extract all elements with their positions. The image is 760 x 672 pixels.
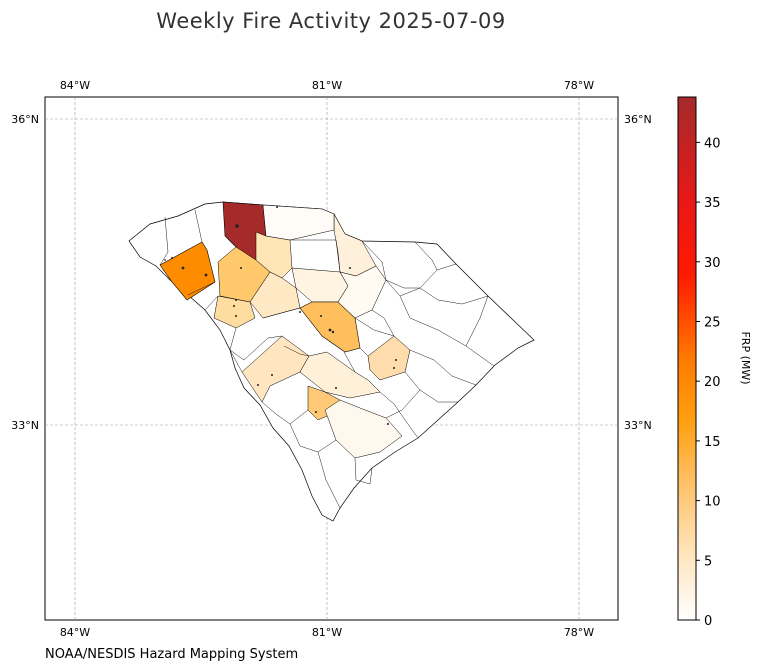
lon-label-bottom-78w: 78°W [564,626,594,639]
colorbar-ticks: 0 5 10 15 20 25 30 35 40 [696,136,721,629]
colorbar-tick-label: 15 [704,435,721,450]
lat-label-right-36n: 36°N [624,113,652,126]
colorbar: 0 5 10 15 20 25 30 35 40 FRP (MW) [677,96,752,629]
county-low-frp-2 [213,295,256,329]
lon-label-top-81w: 81°W [312,79,342,92]
colorbar-label: FRP (MW) [739,331,752,384]
source-credit: NOAA/NESDIS Hazard Mapping System [45,647,299,662]
map-area: 84°W 81°W 78°W 84°W 81°W 78°W 36°N 33°N … [11,79,651,639]
lon-label-top-84w: 84°W [60,79,90,92]
colorbar-tick-label: 20 [704,375,721,390]
colorbar-tick-label: 0 [704,614,712,629]
lat-label-left-36n: 36°N [11,113,39,126]
lat-label-right-33n: 33°N [624,419,652,432]
state-south-carolina [128,201,535,522]
colorbar-tick-label: 10 [704,495,721,510]
colorbar-gradient [677,96,697,621]
county-mid-frp-2 [299,301,361,353]
fire-detection-points [164,206,397,425]
lon-label-top-78w: 78°W [564,79,594,92]
lon-label-bottom-81w: 81°W [312,626,342,639]
county-boundaries [159,209,495,509]
chart-title: Weekly Fire Activity 2025-07-09 [156,9,505,33]
county-lowest-frp-4 [324,399,403,459]
colorbar-tick-label: 30 [704,256,721,271]
county-lowest-frp-6 [262,204,335,241]
colorbar-tick-label: 25 [704,315,721,330]
colorbar-tick-label: 5 [704,554,712,569]
lon-label-bottom-84w: 84°W [60,626,90,639]
colorbar-tick-label: 35 [704,196,721,211]
lat-label-left-33n: 33°N [11,419,39,432]
colorbar-tick-label: 40 [704,136,721,151]
